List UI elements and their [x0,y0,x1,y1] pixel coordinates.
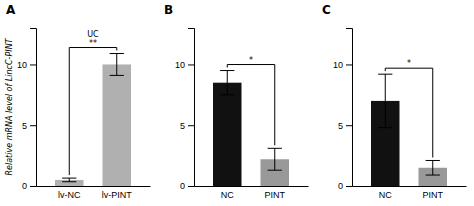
tick-label: lv-PINT [102,190,132,200]
plot-area [55,54,131,186]
axis-line [195,186,309,187]
x-tick: lv-NC [58,186,81,200]
significance-bracket [69,48,117,176]
error-bar-line [274,148,275,170]
tick-label: 10 [333,60,343,70]
tick-label: NC [221,190,234,200]
annotation: * [249,56,253,65]
error-bar-line [116,54,117,76]
tick-mark [30,64,36,65]
tick-label: 10 [17,60,27,70]
error-bar-line [385,74,386,127]
panel: 0 5 10 NC PINT * [175,29,309,201]
error-bar-line [268,170,282,171]
y-tick: 10 [333,60,352,70]
y-tick: 10 [17,60,36,70]
error-bar [110,54,124,76]
y-tick: 5 [338,121,352,131]
x-axis: lv-NC lv-PINT [37,186,151,200]
tick-mark [346,125,352,126]
error-bar-line [426,160,440,161]
bar [103,64,132,186]
y-axis: 0 5 10 [333,29,353,192]
tick-label: 0 [180,181,185,191]
tick-label: 0 [338,181,343,191]
error-bar [62,178,76,182]
x-tick: NC [379,186,392,200]
panel-title: C [322,3,331,17]
panel-title: B [164,3,173,17]
bar [213,83,242,186]
tick-label: PINT [422,190,443,200]
annotation: UC [87,30,99,39]
tick-mark [346,64,352,65]
tick-label: PINT [264,190,285,200]
axis-line [30,29,37,187]
error-bar [268,148,282,170]
error-bar-line [268,148,282,149]
tick-mark [30,186,36,187]
x-tick: lv-PINT [102,186,132,200]
tick-mark [188,125,194,126]
annotation: ** [89,39,97,48]
tick-mark [346,186,352,187]
error-bar-line [62,181,76,182]
x-tick: PINT [264,186,285,200]
y-tick: 0 [22,181,36,191]
x-axis: NC PINT [353,186,467,200]
y-tick: 0 [338,181,352,191]
error-bar-line [426,175,440,176]
significance-bracket [385,68,433,157]
tick-label: lv-NC [58,190,81,200]
x-tick: NC [221,186,234,200]
figure: 0 5 10 lv-NC lv-PINT Relative mRNA level of L… [0,0,474,206]
axis-line [188,29,195,187]
y-tick: 0 [180,181,194,191]
error-bar [378,74,392,127]
panel: 0 5 10 lv-NC lv-PINT Relative mRNA level of L… [5,29,151,201]
y-tick: 10 [175,60,194,70]
error-bar-line [378,74,392,75]
y-axis: 0 5 10 [175,29,195,192]
panel: 0 5 10 NC PINT * [333,29,467,201]
tick-label: 5 [22,121,27,131]
axis-line [346,29,353,187]
tick-label: 5 [180,121,185,131]
error-bar-line [220,70,234,71]
y-tick: 5 [22,121,36,131]
y-tick: 5 [180,121,194,131]
tick-label: 0 [22,181,27,191]
error-bar-line [110,75,124,76]
error-bar [220,71,234,95]
error-bar-line [62,178,76,179]
axis-line [353,186,467,187]
y-axis: 0 5 10 [17,29,37,192]
annotation: * [407,59,411,68]
error-bar-line [69,178,70,182]
axis-title: Relative mRNA level of LincC-PINT [5,37,14,175]
error-bar-line [378,127,392,128]
tick-label: 5 [338,121,343,131]
axis-line [37,186,151,187]
error-bar-line [432,160,433,175]
significance-bracket [227,65,275,146]
plot-area [371,74,447,186]
x-tick: PINT [422,186,443,200]
tick-mark [30,125,36,126]
error-bar-line [227,71,228,95]
error-bar [426,160,440,175]
tick-mark [188,64,194,65]
error-bar-line [220,94,234,95]
panel-title: A [6,3,16,17]
plot-area [213,71,289,186]
x-axis: NC PINT [195,186,309,200]
tick-mark [188,186,194,187]
tick-label: 10 [175,60,185,70]
tick-label: NC [379,190,392,200]
error-bar-line [110,53,124,54]
